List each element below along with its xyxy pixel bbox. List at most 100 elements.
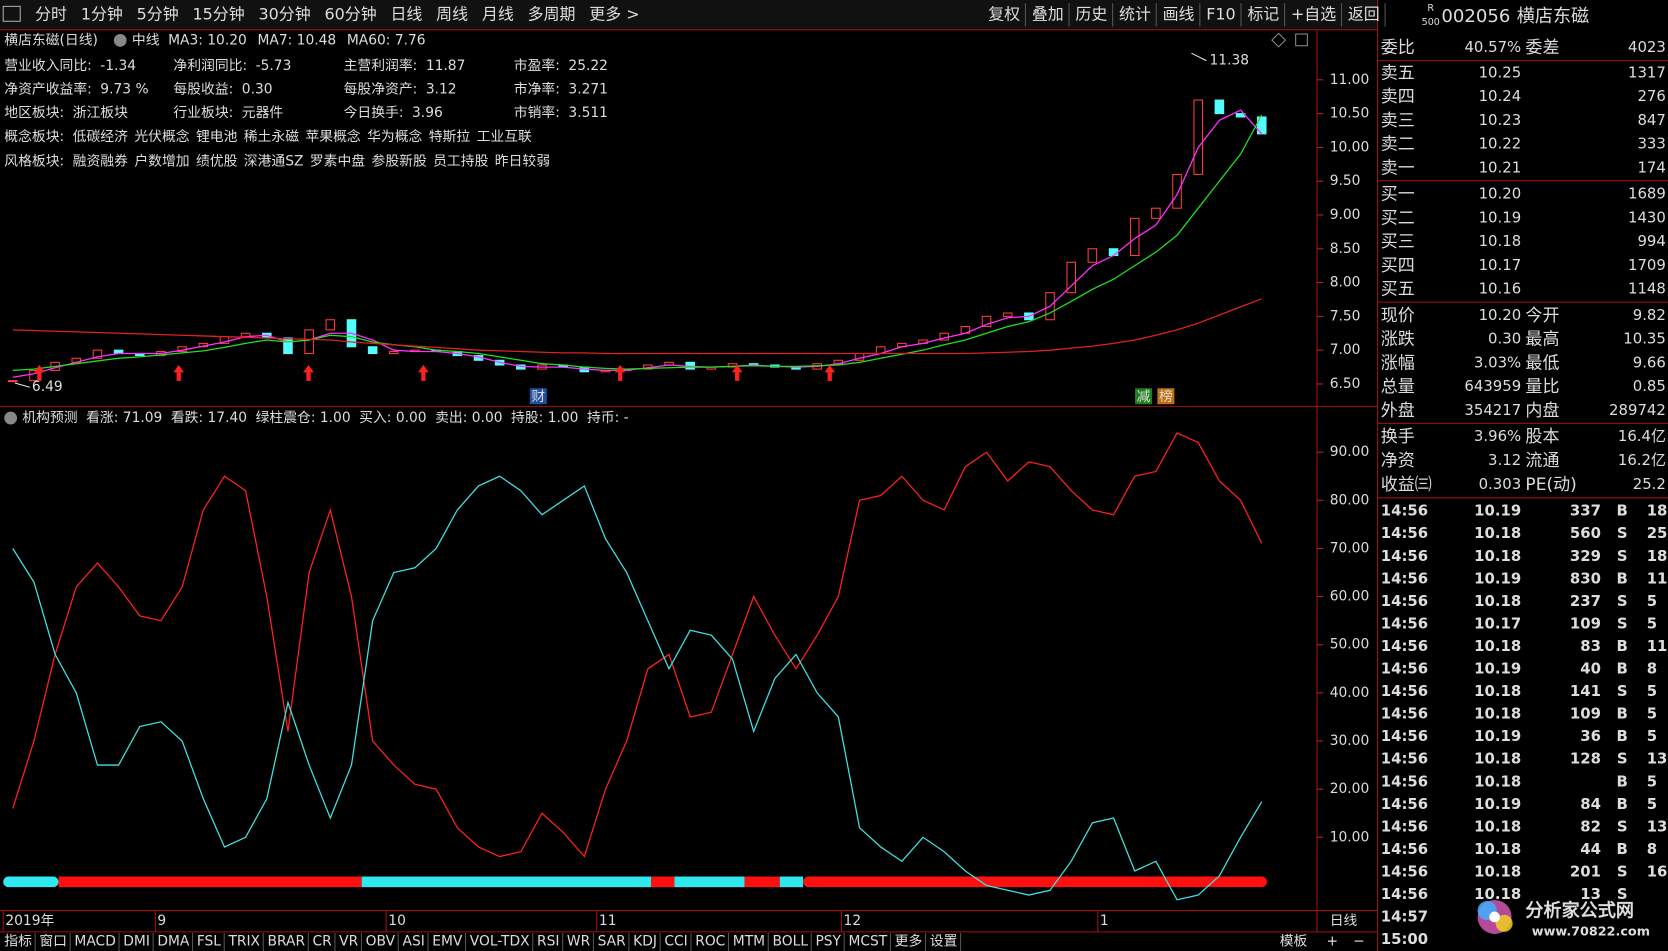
candle — [1172, 173, 1182, 209]
trade-count: 11 — [1647, 569, 1668, 587]
indicator-tab[interactable]: 窗口 — [39, 932, 67, 949]
indicator-tab[interactable]: MCST — [848, 933, 887, 949]
book-volume: 174 — [1637, 158, 1665, 176]
toolbar-button[interactable]: 复权 — [988, 4, 1020, 23]
trade-side: B — [1617, 727, 1628, 745]
indicator-tab[interactable]: ASI — [403, 933, 425, 949]
trade-price: 10.19 — [1474, 727, 1521, 745]
indicator-tab[interactable]: VOL-TDX — [470, 933, 530, 949]
indicator-tab[interactable]: DMI — [123, 933, 150, 949]
toolbar-button[interactable]: 统计 — [1119, 4, 1151, 23]
indicator-tab[interactable]: RSI — [537, 933, 559, 949]
overlay-value: 3.271 — [568, 81, 608, 97]
ma-line — [12, 298, 1262, 355]
toolbar-tab[interactable]: 1分钟 — [81, 4, 123, 23]
overlay-value: -1.34 — [100, 58, 136, 74]
trade-time: 14:56 — [1381, 614, 1428, 632]
candle — [1129, 217, 1140, 257]
indicator-tab[interactable]: 更多 — [895, 932, 923, 949]
indicator-tab[interactable]: 设置 — [930, 933, 958, 949]
indicator-tab[interactable]: FSL — [197, 933, 221, 949]
toolbar-tab[interactable]: 多周期 — [528, 4, 576, 23]
toolbar-button[interactable]: 标记 — [1247, 4, 1279, 23]
toolbar-button[interactable]: 叠加 — [1032, 4, 1064, 23]
indicator-tab[interactable]: VR — [339, 933, 358, 949]
trade-time: 14:56 — [1381, 750, 1428, 768]
book-price: 10.17 — [1479, 256, 1522, 274]
overlay-label: 每股净资产: — [344, 81, 418, 97]
indicator-tab[interactable]: MTM — [733, 933, 765, 949]
chart-tool-icon[interactable] — [1271, 32, 1287, 48]
book-label: 买四 — [1381, 256, 1415, 276]
tag-item: 低碳经济 — [73, 129, 128, 145]
toolbar-tab[interactable]: 更多 > — [589, 4, 639, 23]
toolbar-tab[interactable]: 60分钟 — [324, 4, 376, 23]
indicator-tab[interactable]: KDJ — [633, 933, 657, 949]
trade-price: 10.18 — [1474, 524, 1521, 542]
candle — [1108, 248, 1119, 257]
indicator-tab[interactable]: CCI — [664, 933, 687, 949]
dropdown-icon[interactable] — [113, 34, 127, 47]
field-value: 10.20 — [1479, 306, 1522, 324]
overlay-label: 净利润同比: — [173, 58, 247, 74]
toolbar-button[interactable]: +自选 — [1291, 4, 1336, 23]
toolbar-tab[interactable]: 日线 — [390, 4, 422, 23]
toolbar-tab[interactable]: 30分钟 — [259, 4, 311, 23]
toolbar-button[interactable]: 画线 — [1163, 4, 1195, 23]
toolbar-button[interactable]: F10 — [1206, 4, 1235, 23]
trade-price: 10.18 — [1474, 682, 1521, 700]
stock-name: 横店东磁 — [1517, 6, 1589, 27]
indicator-tab[interactable]: DMA — [157, 933, 190, 949]
toolbar-tab[interactable]: 15分钟 — [193, 4, 245, 23]
trade-volume: 83 — [1580, 637, 1601, 655]
indicator-tab[interactable]: OBV — [366, 933, 396, 949]
toolbar-tab[interactable]: 分时 — [35, 4, 67, 23]
toolbar-button[interactable]: 返回 — [1348, 4, 1380, 23]
trade-volume: 141 — [1570, 682, 1601, 700]
indicator-tab[interactable]: CR — [312, 933, 332, 949]
tag-item: 员工持股 — [433, 154, 488, 170]
y-tick-label: 60.00 — [1330, 589, 1370, 605]
indicator-tab[interactable]: BRAR — [267, 933, 305, 949]
dropdown-icon[interactable] — [4, 411, 18, 425]
indicator-tab[interactable]: TRIX — [227, 933, 260, 949]
candle — [389, 350, 399, 355]
indicator-tab[interactable]: BOLL — [773, 933, 809, 949]
trade-side: S — [1617, 885, 1628, 903]
toolbar-tab[interactable]: 5分钟 — [137, 4, 179, 23]
book-label: 卖四 — [1381, 87, 1415, 107]
badge: R — [1427, 3, 1434, 14]
template-button[interactable]: − — [1353, 933, 1365, 949]
chart-tool-icon[interactable] — [1295, 33, 1308, 47]
book-volume: 1148 — [1628, 280, 1666, 298]
strip-segment — [58, 876, 362, 888]
trade-price: 10.18 — [1474, 637, 1521, 655]
toolbar-tab[interactable]: 周线 — [436, 4, 468, 23]
ma-line — [12, 114, 1263, 372]
tag-item: 参股新股 — [372, 153, 427, 170]
trade-time: 14:56 — [1381, 840, 1428, 858]
y-tick-label: 30.00 — [1330, 733, 1370, 749]
tag-item: 华为概念 — [367, 128, 422, 145]
indicator-tab[interactable]: SAR — [598, 933, 626, 949]
indicator-tab[interactable]: 指标 — [4, 933, 32, 949]
toolbar-button[interactable]: 历史 — [1075, 4, 1107, 23]
trade-side: S — [1617, 592, 1628, 610]
trade-price: 10.18 — [1474, 885, 1521, 903]
indicator-tab[interactable]: PSY — [815, 933, 841, 949]
template-button[interactable]: + — [1327, 933, 1339, 949]
buy-arrow — [418, 364, 429, 381]
field-label: 今开 — [1525, 306, 1559, 326]
menu-icon[interactable] — [2, 5, 21, 22]
trade-price: 10.19 — [1474, 660, 1521, 678]
high-annotation: 11.38 — [1210, 53, 1250, 69]
indicator-tab[interactable]: EMV — [432, 933, 463, 949]
indicator-tab[interactable]: WR — [567, 933, 591, 949]
indicator-tab[interactable]: ROC — [695, 933, 725, 949]
indicator-tab[interactable]: MACD — [74, 933, 115, 949]
toolbar-tab[interactable]: 月线 — [482, 4, 514, 23]
field-value: 354217 — [1464, 401, 1521, 419]
template-button[interactable]: 模板 — [1280, 933, 1308, 949]
